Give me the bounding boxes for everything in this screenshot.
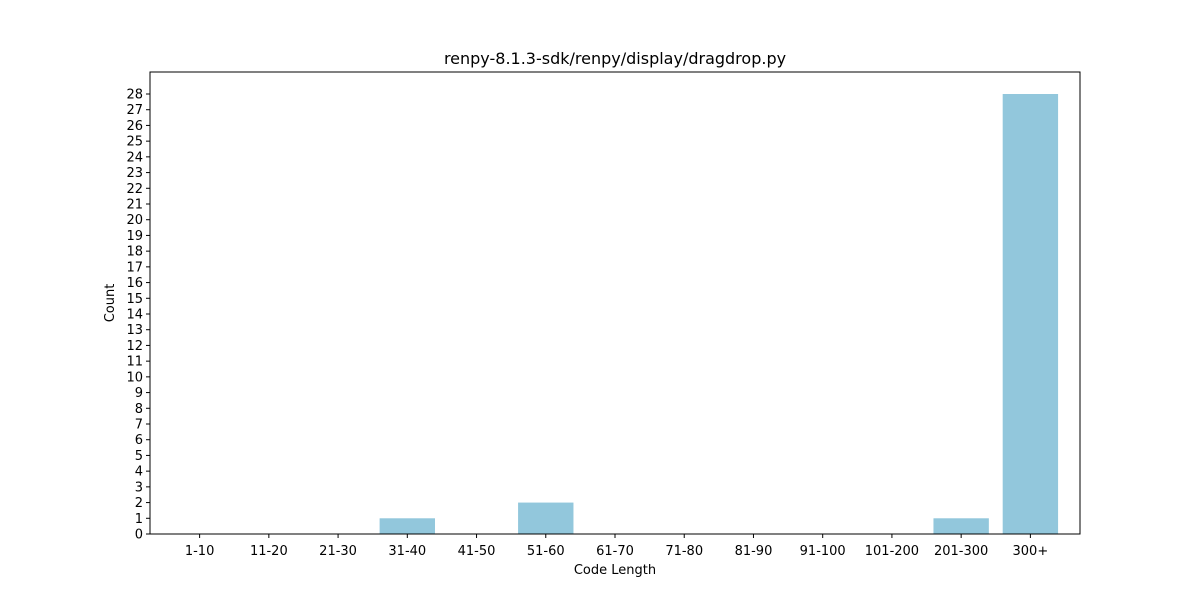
y-tick-label: 6 [135, 433, 143, 448]
bar-31-40 [379, 518, 435, 534]
y-tick-label: 10 [126, 370, 143, 385]
x-tick-label: 101-200 [865, 544, 919, 559]
y-axis-label: Count [103, 284, 118, 323]
y-tick-label: 8 [135, 402, 143, 417]
bar-51-60 [518, 502, 574, 534]
x-tick-label: 71-80 [665, 544, 703, 559]
bar-300+ [1002, 94, 1059, 534]
y-tick-label: 13 [126, 323, 143, 338]
y-tick-label: 14 [126, 308, 143, 323]
y-tick-label: 20 [126, 213, 143, 228]
y-axis-ticks: 0123456789101112131415161718192021222324… [126, 88, 150, 543]
y-tick-label: 27 [126, 103, 143, 118]
x-axis-ticks: 1-10 11-20 21-30 31-40 41-50 51-60 61-70 71-80 8… [185, 534, 1048, 559]
x-tick-label: 61-70 [596, 544, 634, 559]
bar-201-300 [933, 518, 989, 534]
y-tick-label: 7 [135, 418, 143, 433]
x-tick-label: 300+ [1013, 544, 1049, 559]
y-tick-label: 21 [126, 198, 143, 213]
y-tick-label: 23 [126, 166, 143, 181]
y-tick-label: 9 [135, 386, 143, 401]
y-tick-label: 1 [135, 512, 143, 527]
x-tick-label: 21-30 [319, 544, 357, 559]
x-tick-label: 81-90 [735, 544, 773, 559]
y-tick-label: 18 [126, 245, 143, 260]
x-tick-label: 11-20 [250, 544, 288, 559]
y-tick-label: 22 [126, 182, 143, 197]
x-axis-label: Code Length [574, 563, 656, 578]
y-tick-label: 4 [135, 465, 143, 480]
y-tick-label: 0 [135, 528, 143, 543]
x-tick-label: 51-60 [527, 544, 565, 559]
bars [379, 94, 1059, 534]
plot-frame [149, 71, 1081, 535]
y-tick-label: 5 [135, 449, 143, 464]
y-tick-label: 15 [126, 292, 143, 307]
x-tick-label: 201-300 [934, 544, 988, 559]
y-tick-label: 12 [126, 339, 143, 354]
y-tick-label: 3 [135, 480, 143, 495]
y-tick-label: 26 [126, 119, 143, 134]
y-tick-label: 17 [126, 260, 143, 275]
y-tick-label: 11 [126, 355, 143, 370]
x-tick-label: 41-50 [458, 544, 496, 559]
y-tick-label: 28 [126, 88, 143, 103]
y-tick-label: 25 [126, 135, 143, 150]
y-tick-label: 19 [126, 229, 143, 244]
x-tick-label: 31-40 [388, 544, 426, 559]
y-tick-label: 24 [126, 150, 143, 165]
x-tick-label: 1-10 [185, 544, 215, 559]
chart-title: renpy-8.1.3-sdk/renpy/display/dragdrop.p… [444, 49, 786, 68]
x-tick-label: 91-100 [800, 544, 846, 559]
y-tick-label: 2 [135, 496, 143, 511]
y-tick-label: 16 [126, 276, 143, 291]
